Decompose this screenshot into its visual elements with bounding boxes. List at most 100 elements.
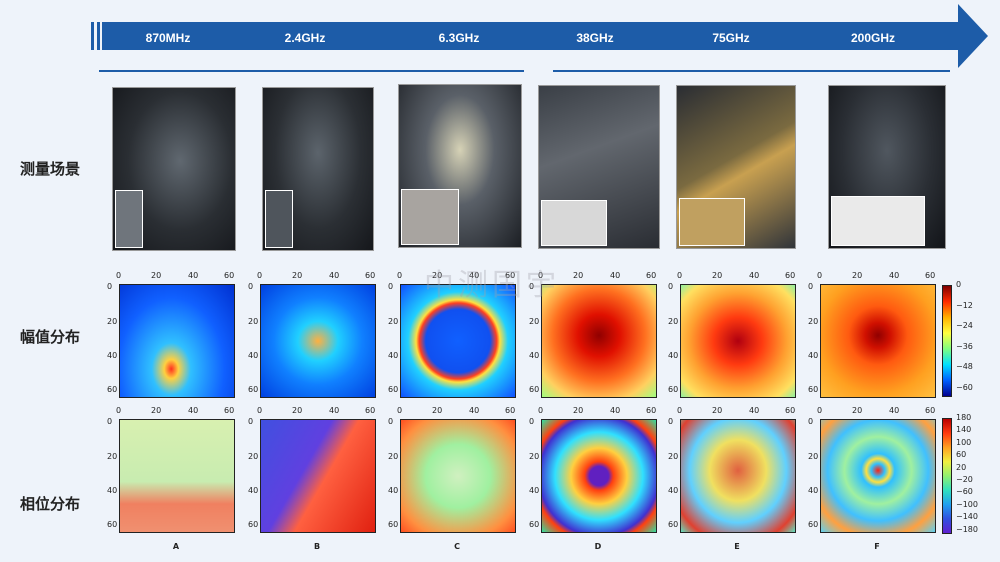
x-tick-label: 60 [505, 271, 516, 280]
x-tick-label: 40 [188, 271, 199, 280]
y-tick-label: 0 [107, 282, 113, 291]
x-tick-label: 0 [397, 271, 403, 280]
x-tick-label: 20 [432, 406, 443, 415]
column-letter: D [594, 542, 602, 551]
y-tick-label: 40 [529, 351, 540, 360]
y-tick-label: 20 [668, 317, 679, 326]
x-tick-label: 20 [151, 271, 162, 280]
x-tick-label: 60 [646, 271, 657, 280]
x-tick-label: 0 [257, 406, 263, 415]
measurement-photo [262, 87, 374, 251]
x-tick-label: 20 [292, 271, 303, 280]
x-tick-label: 0 [538, 406, 544, 415]
bracket-right [553, 70, 950, 72]
x-tick-label: 20 [712, 271, 723, 280]
y-tick-label: 20 [107, 317, 118, 326]
column-letter: F [874, 542, 880, 551]
y-tick-label: 40 [808, 351, 819, 360]
column-letter: A [172, 542, 180, 551]
frequency-arrow [91, 4, 988, 68]
y-tick-label: 40 [388, 486, 399, 495]
measurement-photo [676, 85, 796, 249]
y-tick-label: 0 [248, 282, 254, 291]
colorbar-tick-label: −24 [956, 321, 973, 330]
y-tick-label: 0 [388, 417, 394, 426]
colorbar-tick-label: −36 [956, 341, 973, 351]
y-tick-label: 60 [808, 520, 819, 529]
y-tick-label: 20 [248, 452, 259, 461]
x-tick-label: 20 [151, 406, 162, 415]
phase-map [119, 419, 235, 533]
y-tick-label: 0 [388, 282, 394, 291]
row-label-amplitude: 幅值分布 [20, 328, 81, 346]
y-tick-label: 20 [808, 452, 819, 461]
y-tick-label: 60 [248, 385, 259, 394]
photo-inset [265, 190, 293, 248]
x-tick-label: 60 [646, 406, 657, 415]
colorbar-tick-label: 180 [956, 413, 972, 422]
y-tick-label: 40 [529, 486, 540, 495]
x-tick-label: 0 [817, 406, 823, 415]
row-label-scene: 测量场景 [20, 160, 81, 178]
photo-inset [401, 189, 459, 245]
y-tick-label: 0 [107, 417, 113, 426]
frequency-label: 2.4GHz [284, 31, 326, 45]
x-tick-label: 40 [610, 271, 621, 280]
y-tick-label: 40 [668, 486, 679, 495]
measurement-photo [398, 84, 522, 248]
photo-inset [115, 190, 143, 248]
y-tick-label: 60 [388, 520, 399, 529]
phase-map [260, 419, 376, 533]
y-tick-label: 0 [248, 417, 254, 426]
x-tick-label: 0 [677, 271, 683, 280]
x-tick-label: 20 [432, 271, 443, 280]
x-tick-label: 40 [188, 406, 199, 415]
row-label-phase: 相位分布 [20, 495, 81, 513]
frequency-label: 6.3GHz [438, 31, 480, 45]
colorbar-tick-label: 100 [956, 437, 972, 447]
y-tick-label: 60 [107, 520, 118, 529]
y-tick-label: 40 [107, 486, 118, 495]
amplitude-map [400, 284, 516, 398]
phase-map [680, 419, 796, 533]
y-tick-label: 0 [808, 417, 814, 426]
y-tick-label: 20 [808, 317, 819, 326]
x-tick-label: 40 [469, 406, 480, 415]
colorbar-tick-label: 60 [956, 450, 967, 460]
colorbar-tick-label: −60 [956, 487, 973, 497]
x-tick-label: 40 [610, 406, 621, 415]
bracket-left [99, 70, 524, 72]
x-tick-label: 20 [852, 271, 863, 280]
photo-inset [679, 198, 745, 246]
x-tick-label: 60 [785, 271, 796, 280]
y-tick-label: 20 [388, 317, 399, 326]
colorbar-tick-label: −20 [956, 475, 973, 484]
colorbar-tick-label: −48 [956, 362, 973, 371]
photo-inset [541, 200, 607, 246]
y-tick-label: 40 [248, 486, 259, 495]
y-tick-label: 20 [529, 452, 540, 461]
x-tick-label: 60 [925, 406, 936, 415]
x-tick-label: 60 [925, 271, 936, 280]
x-tick-label: 20 [852, 406, 863, 415]
colorbar-tick-label: 0 [956, 280, 962, 289]
x-tick-label: 20 [573, 271, 584, 280]
amplitude-map [260, 284, 376, 398]
y-tick-label: 20 [529, 317, 540, 326]
phase-map [541, 419, 657, 533]
amplitude-map [541, 284, 657, 398]
x-tick-label: 60 [365, 406, 376, 415]
y-tick-label: 60 [668, 520, 679, 529]
column-letter: E [734, 542, 740, 551]
colorbar-tick-label: −180 [956, 524, 978, 534]
x-tick-label: 0 [677, 406, 683, 415]
y-tick-label: 60 [668, 385, 679, 394]
y-tick-label: 0 [529, 417, 535, 426]
watermark: 中测国宇 [424, 268, 560, 303]
y-tick-label: 20 [668, 452, 679, 461]
x-tick-label: 0 [817, 271, 823, 280]
measurement-photo [538, 85, 660, 249]
measurement-photo [828, 85, 946, 249]
y-tick-label: 60 [529, 520, 540, 529]
x-tick-label: 0 [116, 406, 122, 415]
